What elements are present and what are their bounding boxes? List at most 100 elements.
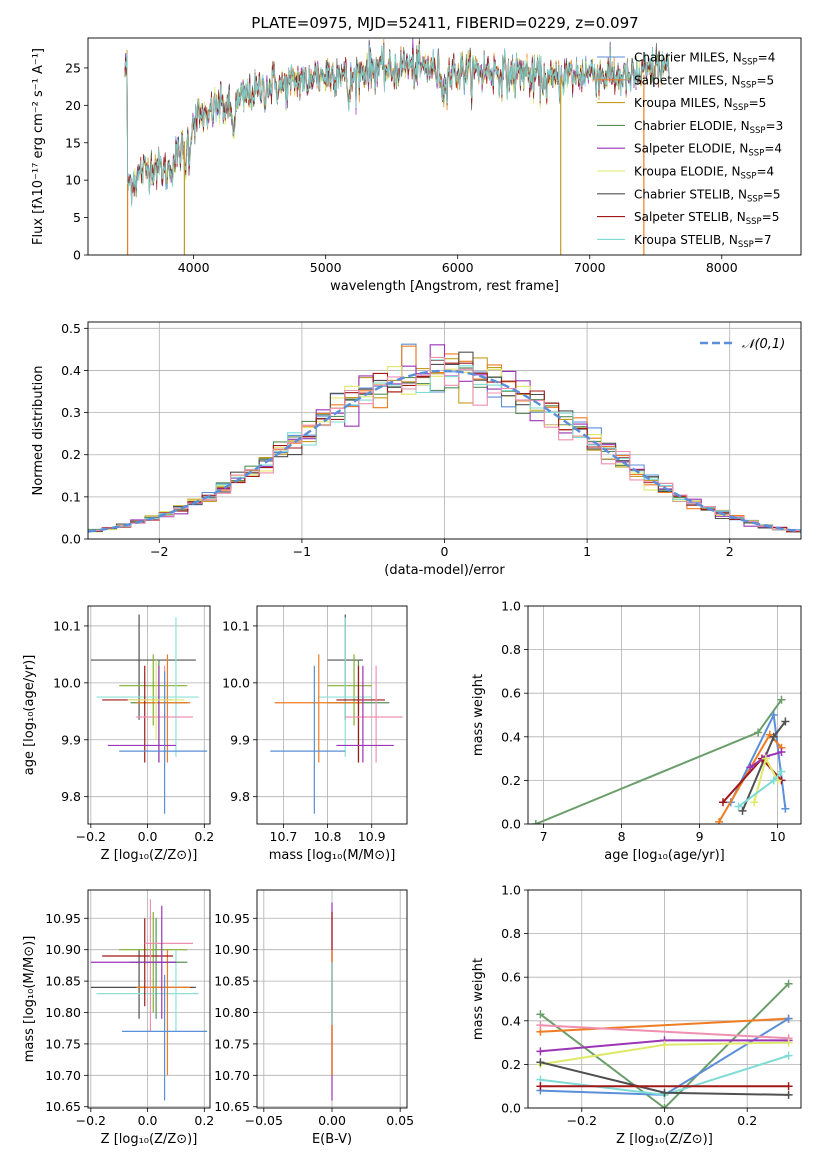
weight-lines <box>536 979 793 1108</box>
axes-frame <box>527 889 802 1109</box>
legend-entry-text: Kroupa STELIB, N <box>634 233 738 247</box>
weight-marker <box>660 1088 669 1097</box>
legend-entry-text: Chabrier STELIB, N <box>634 187 747 201</box>
axes-frame <box>256 889 408 1109</box>
axes-frame <box>256 605 408 825</box>
y-tick-label: 0.1 <box>61 489 81 504</box>
x-tick-label: 0.2 <box>194 1113 214 1128</box>
weight-marker <box>719 798 727 807</box>
y-tick-label: 10.75 <box>45 1036 81 1051</box>
legend-entry-sub: SSP <box>742 58 758 68</box>
y-tick-label: 10.1 <box>53 618 81 633</box>
age-vs-metallicity-panel: −0.2 0.0 0.2 9.8 9.9 10.0 10.1 Z [log₁₀(Z/Z⊙)] a… <box>22 605 214 863</box>
x-axis-label: E(B-V) <box>312 1132 352 1147</box>
legend-entry-value: =4 <box>758 51 776 65</box>
x-tick-label: 9 <box>696 829 704 844</box>
x-tick-label: −1 <box>293 544 311 559</box>
y-tick-label: 0.8 <box>501 642 521 657</box>
weight-marker <box>784 979 793 988</box>
weight-line-sm <box>718 732 783 823</box>
y-tick-label: 0.2 <box>61 447 81 462</box>
legend-entry: Kroupa STELIB, NSSP=7 <box>634 233 772 250</box>
legend-entry-sub: SSP <box>733 103 749 113</box>
legend-entry-text: Salpeter MILES, N <box>634 73 741 87</box>
legend-entry-sub: SSP <box>741 80 757 90</box>
legend-entry-value: =5 <box>749 96 767 110</box>
y-tick-label: 10.85 <box>214 974 250 989</box>
weight-marker <box>784 1082 793 1091</box>
x-tick-label: 10.7 <box>270 829 298 844</box>
y-tick-label: 1.0 <box>501 599 521 614</box>
x-axis-label: mass [log₁₀(M/M⊙)] <box>269 848 396 863</box>
weight-marker <box>715 817 724 824</box>
weight-lines <box>531 695 790 824</box>
y-tick-label: 0.0 <box>501 817 521 832</box>
weight-vs-age-panel: 7 8 9 10 0.0 0.2 0.4 0.6 0.8 1.0 age [log₁₀(age/yr… <box>471 599 802 863</box>
legend-entry-sub: SSP <box>746 217 762 227</box>
normal-curve <box>88 369 801 533</box>
y-tick-label: 0.2 <box>501 773 521 788</box>
x-tick-label: 0.0 <box>138 1113 158 1128</box>
legend-entry-value: =7 <box>754 233 772 247</box>
x-tick-label: −2 <box>150 544 168 559</box>
legend-entry-value: =5 <box>756 73 774 87</box>
weight-marker <box>769 776 778 785</box>
x-tick-label: 7 <box>540 829 548 844</box>
weight-marker <box>761 754 770 763</box>
y-tick-label: 0.4 <box>501 729 521 744</box>
legend-entry-sub: SSP <box>738 240 754 250</box>
x-tick-label: 5000 <box>310 260 342 275</box>
y-tick-label: 10.90 <box>214 942 250 957</box>
x-tick-label: 0.0 <box>138 829 158 844</box>
weight-marker <box>660 1104 669 1108</box>
y-tick-label: 9.9 <box>61 732 81 747</box>
y-tick-label: 10.75 <box>214 1036 250 1051</box>
y-tick-label: 10.0 <box>222 675 250 690</box>
legend-entry: Salpeter STELIB, NSSP=5 <box>634 210 779 227</box>
x-tick-label: −0.2 <box>76 1113 106 1128</box>
y-axis-label: Normed distribution <box>31 366 46 496</box>
y-axis-label: Flux [fλ10⁻¹⁷ erg cm⁻² s⁻¹ A⁻¹] <box>31 48 46 245</box>
x-axis-label: Z [log₁₀(Z/Z⊙)] <box>101 1132 198 1147</box>
x-axis-label: Z [log₁₀(Z/Z⊙)] <box>101 848 198 863</box>
y-tick-label: 10.65 <box>214 1099 250 1114</box>
y-tick-label: 9.9 <box>230 732 250 747</box>
legend-entry-sub: SSP <box>748 149 764 159</box>
weight-marker <box>738 806 747 815</box>
x-tick-label: 2 <box>726 544 734 559</box>
x-axis-label: (data-model)/error <box>384 563 505 578</box>
figure-title: PLATE=0975, MJD=52411, FIBERID=0229, z=0… <box>251 14 638 32</box>
mass-vs-metallicity-panel: −0.2 0.0 0.2 10.65 10.70 10.75 10.80 10.85 10.90… <box>22 889 214 1147</box>
x-axis-label: Z [log₁₀(Z/Z⊙)] <box>616 1132 713 1147</box>
errorbars <box>90 614 208 814</box>
axes-frame <box>87 889 211 1109</box>
weight-marker <box>781 804 790 813</box>
x-tick-label: 4000 <box>178 260 210 275</box>
y-axis-label: mass [log₁₀(M/M⊙)] <box>22 936 37 1063</box>
spectrum-lines <box>124 38 670 255</box>
y-tick-label: 25 <box>65 60 81 75</box>
weight-marker <box>536 1010 545 1019</box>
mass-vs-ebv-panel: −0.05 0.00 0.05 10.65 10.70 10.75 10.80 10.85 10… <box>214 889 414 1147</box>
y-tick-label: 0.6 <box>501 686 521 701</box>
weight-marker <box>769 711 778 719</box>
x-tick-label: 0.2 <box>737 1113 757 1128</box>
x-tick-label: 0.05 <box>386 1113 414 1128</box>
legend-entry-value: =5 <box>762 210 780 224</box>
y-tick-label: 0.4 <box>501 1013 521 1028</box>
legend-entry-sub: SSP <box>747 194 763 204</box>
y-tick-label: 10.80 <box>45 1005 81 1020</box>
x-tick-label: −0.05 <box>245 1113 283 1128</box>
weight-marker <box>777 695 786 704</box>
x-tick-label: 1 <box>583 544 591 559</box>
x-tick-label: 10 <box>770 829 786 844</box>
weight-marker <box>777 767 786 776</box>
y-tick-label: 0.6 <box>501 970 521 985</box>
y-tick-label: 9.8 <box>61 789 81 804</box>
y-tick-label: 10.70 <box>45 1068 81 1083</box>
weight-vs-metallicity-panel: −0.2 0.0 0.2 0.0 0.2 0.4 0.6 0.8 1.0 Z [log₁₀(Z/Z… <box>471 883 802 1147</box>
legend-entry: 𝒩(0,1) <box>742 337 785 352</box>
legend-entry: Salpeter ELODIE, NSSP=4 <box>634 142 782 159</box>
x-tick-label: 0.2 <box>194 829 214 844</box>
